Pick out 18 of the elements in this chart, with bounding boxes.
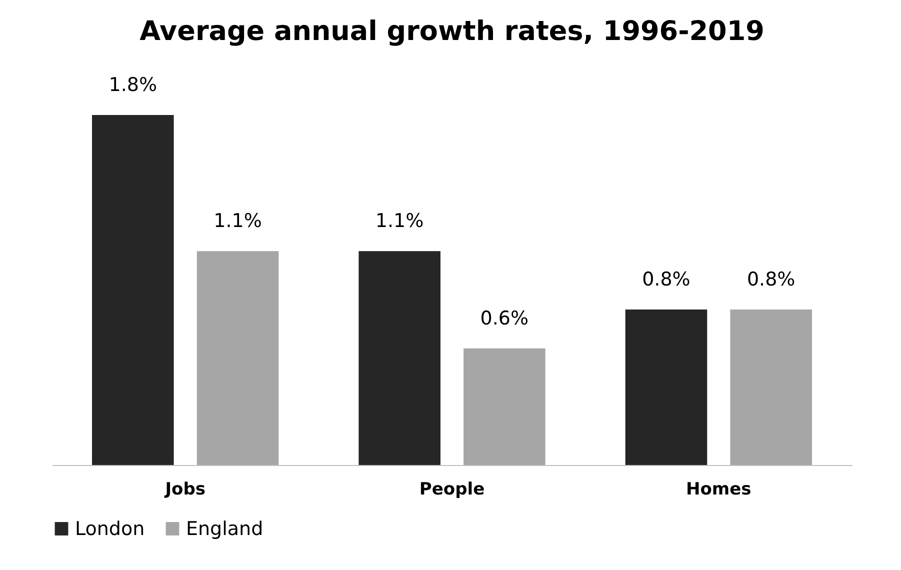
x-tick-label: People	[419, 480, 485, 500]
data-label: 0.6%	[480, 307, 529, 330]
legend-label: England	[186, 518, 264, 540]
legend-label: London	[75, 518, 145, 540]
x-tick-label: Homes	[686, 480, 752, 500]
chart-title: Average annual growth rates, 1996-2019	[140, 16, 764, 47]
bar	[196, 251, 279, 465]
bar	[464, 348, 546, 465]
data-label: 1.8%	[108, 74, 158, 96]
data-label: 0.8%	[642, 268, 690, 290]
bar	[730, 309, 812, 465]
bar	[92, 115, 174, 465]
data-label: 1.1%	[375, 210, 424, 232]
bar	[358, 251, 440, 465]
bar	[625, 309, 708, 465]
data-label: 1.1%	[214, 210, 262, 232]
data-label: 0.8%	[746, 268, 796, 290]
x-tick-label: Jobs	[164, 480, 206, 500]
